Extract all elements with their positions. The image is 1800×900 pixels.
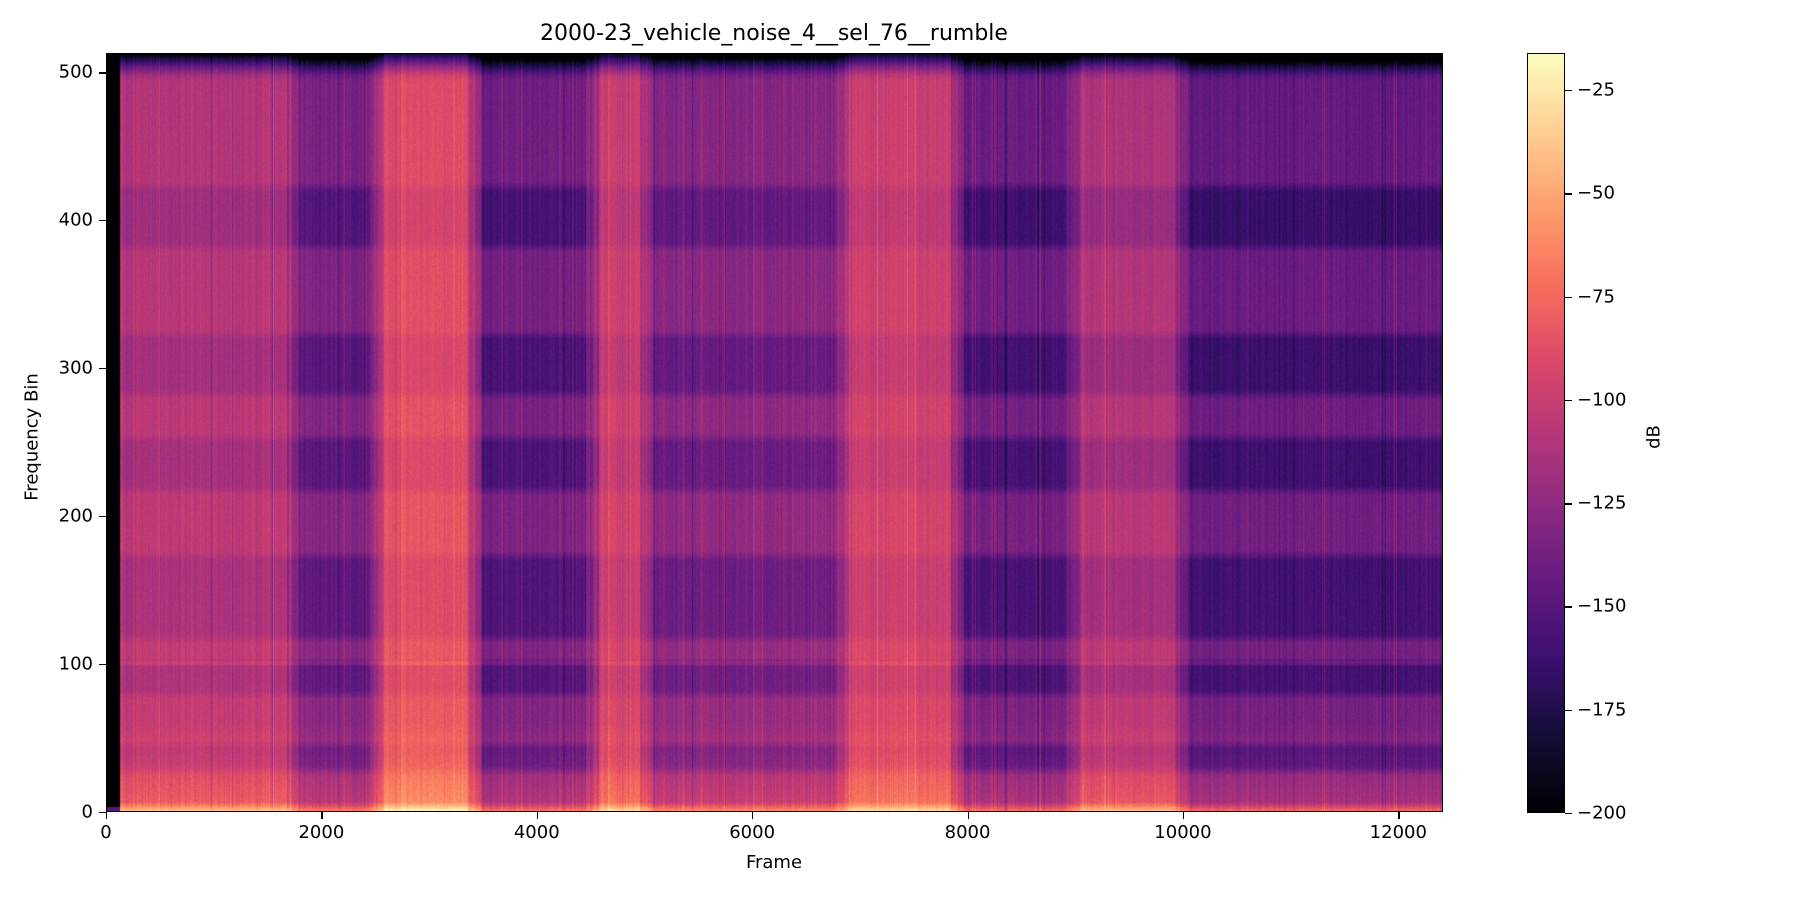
colorbar-tick [1565, 606, 1572, 608]
x-tick [536, 812, 539, 819]
colorbar-tick [1565, 399, 1572, 402]
x-tick-label: 8000 [944, 822, 991, 843]
y-tick-label: 500 [58, 61, 93, 83]
y-tick-label: 200 [58, 505, 93, 527]
x-tick [106, 812, 108, 819]
x-axis-label: Frame [745, 852, 803, 873]
x-tick [752, 812, 754, 819]
colorbar-tick [1565, 90, 1572, 92]
y-tick-label: 400 [58, 209, 93, 231]
colorbar-gradient [1528, 54, 1564, 812]
y-tick-label: 0 [81, 801, 93, 823]
colorbar-tick-label: −25 [1577, 79, 1615, 101]
colorbar-tick-label: −50 [1577, 182, 1615, 204]
y-tick-label: 100 [58, 653, 93, 675]
colorbar-tick [1565, 193, 1572, 195]
colorbar-tick [1565, 709, 1572, 712]
x-tick-label: 6000 [729, 822, 776, 843]
y-tick [99, 72, 106, 74]
spectrogram-plot [106, 53, 1443, 812]
colorbar-tick-label: −100 [1577, 389, 1627, 411]
x-tick-label: 4000 [513, 822, 560, 843]
x-tick-label: 12000 [1369, 822, 1427, 843]
x-tick-label: 0 [100, 822, 112, 843]
x-tick [1398, 812, 1400, 819]
colorbar-tick-label: −125 [1577, 492, 1627, 514]
x-tick [967, 812, 969, 819]
x-tick-label: 2000 [298, 822, 345, 843]
y-tick-label: 300 [58, 357, 93, 379]
y-tick [99, 368, 106, 370]
colorbar-label: dB [1643, 425, 1665, 449]
colorbar-tick-label: −150 [1577, 595, 1627, 617]
colorbar-tick [1565, 503, 1572, 505]
x-tick [1182, 812, 1185, 819]
spectrogram-heatmap [107, 54, 1442, 811]
colorbar-tick-label: −200 [1577, 802, 1627, 824]
y-tick [99, 220, 106, 222]
colorbar-tick-label: −175 [1577, 699, 1627, 721]
colorbar-tick [1565, 296, 1572, 298]
chart-title: 2000-23_vehicle_noise_4__sel_76__rumble [540, 21, 1008, 46]
colorbar [1527, 53, 1565, 813]
y-tick [99, 516, 106, 518]
x-tick-label: 10000 [1154, 822, 1212, 843]
y-tick [99, 812, 106, 814]
colorbar-tick [1565, 813, 1572, 815]
y-tick [99, 664, 106, 666]
y-axis-label: Frequency Bin [21, 373, 43, 501]
x-tick [321, 812, 323, 819]
colorbar-tick-label: −75 [1577, 286, 1615, 308]
